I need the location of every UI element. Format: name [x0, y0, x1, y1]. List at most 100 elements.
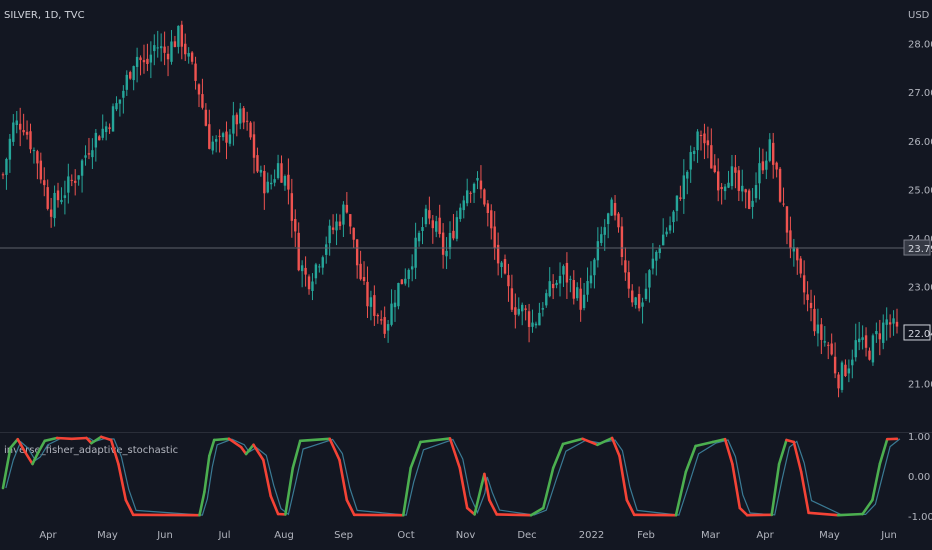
- candle-body: [806, 294, 809, 301]
- candle-body: [314, 264, 318, 279]
- osc-line-segment: [596, 436, 614, 447]
- candle-body: [775, 162, 778, 170]
- candle-body: [672, 211, 675, 223]
- candle-body: [22, 130, 25, 133]
- candle-body: [431, 220, 435, 229]
- candle-body: [287, 174, 290, 190]
- candle-body: [679, 197, 682, 199]
- candle-body: [132, 66, 135, 81]
- candle-body: [778, 168, 782, 202]
- candle-body: [538, 312, 541, 326]
- x-axis-label: Jun: [156, 530, 173, 541]
- candle-body: [655, 251, 658, 261]
- candle-body: [582, 294, 586, 309]
- candle-body: [345, 204, 349, 213]
- candle-body: [668, 225, 672, 231]
- candle-body: [111, 106, 115, 132]
- x-axis-label: Jul: [217, 530, 230, 541]
- candle-body: [87, 153, 91, 155]
- candle-body: [228, 134, 232, 144]
- osc-line-segment: [43, 436, 59, 443]
- osc-line-segment: [458, 466, 469, 510]
- osc-line-segment: [799, 470, 810, 515]
- osc-line-segment: [861, 498, 874, 516]
- candle-body: [837, 374, 840, 389]
- candle-body: [342, 204, 345, 225]
- candle-body: [170, 41, 173, 62]
- candle-body: [589, 275, 593, 284]
- candle-body: [462, 200, 465, 211]
- candle-body: [706, 140, 710, 146]
- candle-body: [380, 319, 383, 321]
- osc-line-segment: [284, 466, 295, 516]
- candle-body: [221, 133, 225, 138]
- candle-body: [603, 227, 606, 235]
- candle-body: [576, 287, 579, 299]
- osc-line-segment: [465, 506, 476, 516]
- candle-body: [510, 288, 514, 310]
- osc-signal-line: [5, 437, 901, 516]
- candle-body: [53, 192, 56, 219]
- price-axis-tick: 26.00: [908, 137, 932, 148]
- candle-body: [338, 221, 342, 227]
- symbol-title[interactable]: SILVER, 1D, TVC: [4, 10, 85, 21]
- osc-line-segment: [618, 454, 629, 502]
- candle-body: [166, 53, 170, 60]
- candle-body: [15, 120, 18, 126]
- candle-body: [108, 127, 111, 129]
- osc-line-segment: [409, 440, 422, 470]
- osc-line-segment: [124, 498, 135, 517]
- candle-body: [187, 52, 190, 57]
- candle-body: [428, 210, 431, 219]
- candle-body: [43, 180, 46, 186]
- candle-body: [104, 126, 108, 133]
- osc-line-segment: [338, 458, 349, 502]
- price-axis-tick: 27.00: [908, 88, 932, 99]
- candle-body: [720, 187, 723, 190]
- candle-body: [67, 176, 70, 193]
- candle-body: [531, 322, 534, 327]
- candle-body: [173, 41, 177, 47]
- candle-body: [101, 128, 104, 138]
- x-axis-label: Mar: [701, 530, 721, 541]
- candle-body: [349, 214, 352, 227]
- candle-body: [77, 175, 80, 180]
- osc-line-segment: [291, 439, 302, 470]
- candle-body: [232, 115, 235, 134]
- candle-body: [620, 226, 624, 257]
- candle-body: [882, 322, 885, 343]
- osc-line-segment: [70, 436, 88, 441]
- candle-body: [414, 237, 417, 268]
- candle-body: [713, 165, 716, 172]
- osc-line-segment: [694, 440, 715, 448]
- osc-line-segment: [483, 472, 491, 502]
- x-axis-label: Sep: [334, 530, 353, 541]
- candle-body: [290, 193, 294, 221]
- candle-body: [373, 295, 376, 316]
- price-axis-tick: 21.00: [908, 379, 932, 390]
- candle-body: [851, 359, 854, 366]
- candle-body: [208, 124, 211, 149]
- currency-label: USD: [908, 10, 930, 21]
- osc-line-segment: [551, 442, 565, 470]
- candle-body: [551, 283, 555, 289]
- candle-body: [424, 208, 428, 225]
- candle-body: [410, 266, 414, 270]
- candle-body: [613, 203, 617, 216]
- candle-body: [503, 259, 507, 274]
- candle-body: [761, 161, 765, 171]
- candle-body: [74, 180, 77, 183]
- candle-body: [331, 227, 335, 230]
- indicator-title[interactable]: inverse_fisher_adaptive_stochastic: [4, 445, 179, 456]
- osc-axis-tick: 0.00: [908, 472, 930, 483]
- candle-body: [36, 151, 39, 164]
- candle-body: [8, 138, 12, 160]
- candle-body: [558, 275, 562, 284]
- candle-body: [459, 207, 462, 219]
- candle-body: [483, 189, 486, 205]
- osc-line-segment: [723, 437, 734, 466]
- candle-body: [211, 141, 214, 151]
- candle-body: [404, 278, 407, 284]
- candle-body: [369, 297, 373, 307]
